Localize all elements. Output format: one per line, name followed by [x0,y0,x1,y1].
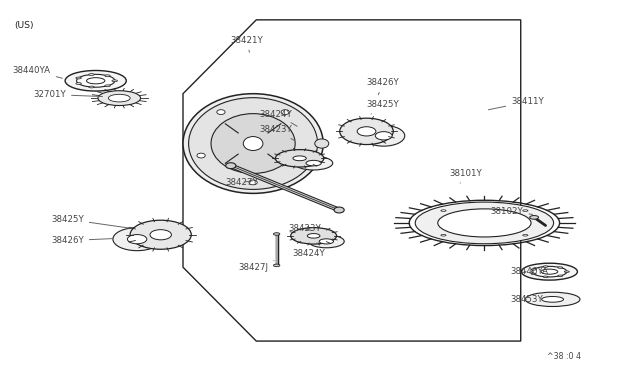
Ellipse shape [273,264,280,267]
Ellipse shape [217,110,225,115]
Ellipse shape [281,110,289,115]
Text: 38411Y: 38411Y [488,97,544,110]
Text: 38440YA: 38440YA [510,267,548,276]
Ellipse shape [523,210,528,211]
Ellipse shape [249,180,257,185]
Ellipse shape [308,235,344,248]
Text: ^38 :0 4: ^38 :0 4 [547,352,581,361]
Ellipse shape [543,276,548,278]
Ellipse shape [226,163,236,169]
Ellipse shape [65,70,126,91]
Text: 38425Y: 38425Y [367,100,399,114]
Ellipse shape [105,85,110,87]
Ellipse shape [523,234,528,236]
Text: 38427J: 38427J [239,260,274,272]
Ellipse shape [108,94,130,102]
Ellipse shape [77,74,115,87]
Text: 38102Y: 38102Y [491,206,532,216]
Ellipse shape [189,98,317,189]
Ellipse shape [273,233,280,235]
Text: 38421Y: 38421Y [231,36,264,52]
Ellipse shape [197,153,205,158]
Ellipse shape [294,156,333,170]
Ellipse shape [293,156,307,161]
Text: (US): (US) [14,21,34,30]
Ellipse shape [525,292,580,307]
Ellipse shape [522,263,577,280]
Ellipse shape [89,86,94,88]
Ellipse shape [532,266,567,277]
Ellipse shape [415,202,554,244]
Ellipse shape [363,125,404,146]
Ellipse shape [306,160,321,166]
Ellipse shape [76,83,81,84]
Text: 38424Y: 38424Y [259,109,297,126]
Ellipse shape [541,269,558,274]
Text: 38423Y: 38423Y [259,125,294,140]
Ellipse shape [530,215,539,219]
Ellipse shape [113,228,161,251]
Text: 38427Y: 38427Y [226,178,259,187]
Ellipse shape [243,137,263,151]
Text: 38426Y: 38426Y [367,78,399,95]
Ellipse shape [441,210,446,211]
Ellipse shape [211,113,295,173]
Ellipse shape [150,230,172,240]
Ellipse shape [557,267,563,268]
Ellipse shape [301,153,309,158]
Ellipse shape [307,234,320,238]
Ellipse shape [89,74,94,76]
Ellipse shape [275,150,324,167]
Text: 38101Y: 38101Y [449,169,482,183]
Ellipse shape [543,266,548,267]
Ellipse shape [357,127,376,136]
Ellipse shape [105,75,110,77]
Ellipse shape [375,132,392,140]
Ellipse shape [340,118,394,145]
Text: 38426Y: 38426Y [51,236,113,245]
Ellipse shape [441,234,446,236]
Ellipse shape [531,273,536,275]
Ellipse shape [438,209,531,237]
Ellipse shape [557,275,563,276]
Ellipse shape [98,91,141,106]
Ellipse shape [541,296,564,302]
Ellipse shape [291,228,337,244]
Text: 38453Y: 38453Y [510,295,543,304]
Text: 38425Y: 38425Y [51,215,129,228]
Ellipse shape [531,269,536,270]
Ellipse shape [86,78,105,84]
Ellipse shape [130,220,191,249]
Text: 38423Y: 38423Y [288,224,321,233]
Ellipse shape [315,139,329,148]
Ellipse shape [319,239,333,244]
Text: 32701Y: 32701Y [33,90,102,99]
Text: 38440YA: 38440YA [13,66,63,78]
Ellipse shape [183,94,323,193]
Ellipse shape [112,80,117,82]
Ellipse shape [334,207,344,213]
Text: 38424Y: 38424Y [292,243,325,258]
Ellipse shape [127,235,147,244]
Ellipse shape [76,77,81,79]
Ellipse shape [564,271,570,272]
